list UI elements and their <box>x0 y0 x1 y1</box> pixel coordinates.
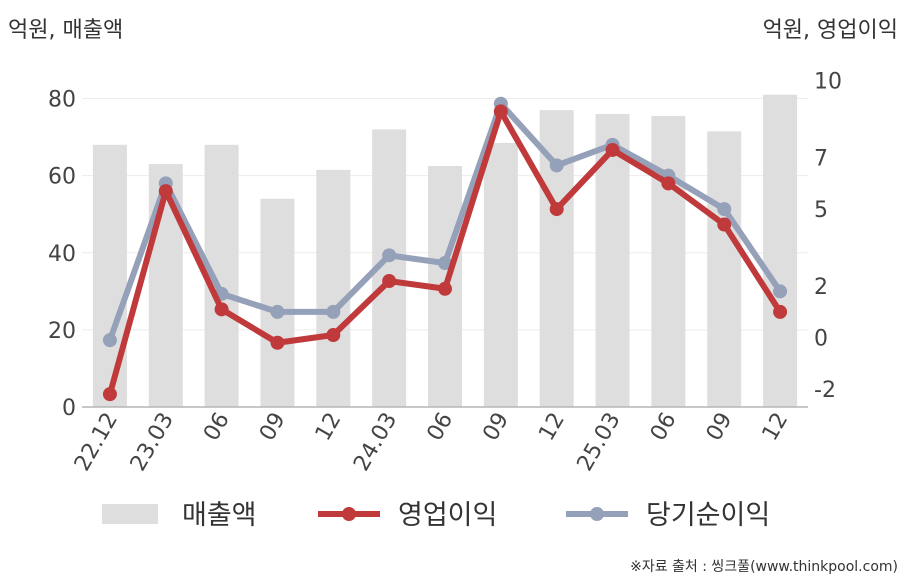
left-axis-label: 억원, 매출액 <box>8 18 124 43</box>
point-operating-profit <box>493 104 508 119</box>
left-tick-label: 40 <box>48 242 76 267</box>
bar-revenue <box>260 198 295 407</box>
point-net-income <box>773 284 788 299</box>
right-tick-label: -2 <box>814 378 836 403</box>
point-operating-profit <box>773 304 788 319</box>
left-tick-label: 60 <box>48 165 76 190</box>
source-note: ※자료 출처 : 씽크풀(www.thinkpool.com) <box>630 559 898 575</box>
point-net-income <box>382 248 397 263</box>
point-net-income <box>717 202 732 217</box>
right-tick-label: 5 <box>814 198 828 223</box>
x-tick-label: 12 <box>534 409 570 446</box>
point-net-income <box>326 304 341 319</box>
left-tick-label: 20 <box>48 319 76 344</box>
point-operating-profit <box>549 202 564 217</box>
right-tick-label: 7 <box>814 147 828 172</box>
x-tick-label: 06 <box>646 409 682 446</box>
x-tick-label: 25.03 <box>573 409 626 476</box>
point-net-income <box>549 158 564 173</box>
bar-revenue <box>483 142 518 407</box>
x-tick-label: 12 <box>758 409 794 446</box>
bar-revenue <box>651 115 686 408</box>
line-series <box>102 96 788 402</box>
point-operating-profit <box>326 328 341 343</box>
point-operating-profit <box>605 142 620 157</box>
legend: 매출액 영업이익 당기순이익 <box>102 500 770 531</box>
point-net-income <box>438 256 452 271</box>
point-net-income <box>270 304 285 319</box>
x-tick-label: 22.12 <box>70 409 123 476</box>
legend-marker-operating-profit <box>342 507 356 521</box>
point-operating-profit <box>438 281 452 296</box>
point-operating-profit <box>382 274 397 289</box>
point-operating-profit <box>661 176 676 191</box>
x-tick-label: 23.03 <box>126 409 179 476</box>
legend-label-revenue: 매출액 <box>182 500 257 531</box>
right-tick-label: 0 <box>814 327 828 352</box>
point-net-income <box>102 333 117 348</box>
bar-revenue <box>763 94 798 407</box>
legend-swatch-revenue <box>102 504 158 524</box>
bar-series <box>92 94 798 408</box>
x-tick-label: 09 <box>702 409 738 446</box>
bar-revenue <box>92 144 127 408</box>
x-tick-label: 12 <box>311 409 347 446</box>
x-tick-label: 06 <box>423 409 459 446</box>
bar-revenue <box>316 169 351 407</box>
legend-marker-net-income <box>590 507 604 521</box>
right-tick-label: 10 <box>814 70 842 95</box>
bar-revenue <box>707 131 742 408</box>
left-tick-label: 0 <box>62 396 76 421</box>
point-operating-profit <box>717 217 732 232</box>
right-axis-label: 억원, 영업이익 <box>762 18 898 43</box>
legend-label-operating-profit: 영업이익 <box>398 500 497 531</box>
point-operating-profit <box>214 302 229 317</box>
x-tick-label: 06 <box>199 409 235 446</box>
right-tick-label: 2 <box>814 275 828 300</box>
point-operating-profit <box>158 184 173 199</box>
x-tick-label: 24.03 <box>349 409 402 476</box>
left-tick-label: 80 <box>48 88 76 113</box>
legend-label-net-income: 당기순이익 <box>646 500 770 531</box>
point-operating-profit <box>270 335 285 350</box>
x-tick-label: 09 <box>255 409 291 446</box>
point-operating-profit <box>102 387 117 402</box>
x-tick-label: 09 <box>478 409 514 446</box>
